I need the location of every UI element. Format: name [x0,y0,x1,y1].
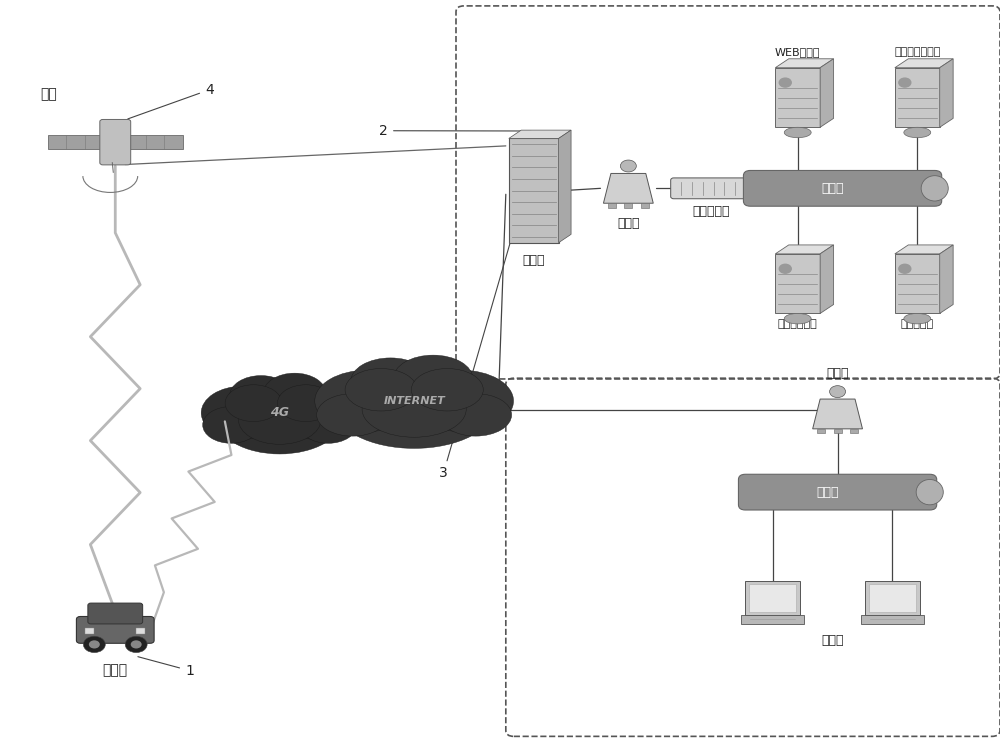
Ellipse shape [921,175,948,201]
Text: 3: 3 [439,198,523,480]
Ellipse shape [345,369,417,411]
Circle shape [620,160,636,172]
FancyBboxPatch shape [100,119,131,165]
Text: 路由器: 路由器 [826,368,849,380]
FancyBboxPatch shape [641,203,649,207]
FancyBboxPatch shape [509,139,559,242]
Ellipse shape [784,128,811,138]
Ellipse shape [300,407,357,443]
FancyBboxPatch shape [850,429,858,433]
Circle shape [131,640,142,648]
Text: 卫星: 卫星 [41,87,57,101]
Text: 局域网: 局域网 [816,486,839,498]
Ellipse shape [351,358,430,405]
Ellipse shape [277,385,334,421]
FancyBboxPatch shape [624,203,632,207]
Text: 局域网: 局域网 [821,182,844,195]
FancyBboxPatch shape [741,615,804,624]
FancyBboxPatch shape [865,581,920,615]
FancyBboxPatch shape [745,581,800,615]
Polygon shape [820,245,834,313]
FancyBboxPatch shape [869,583,916,612]
Ellipse shape [334,365,495,448]
Ellipse shape [263,373,326,414]
Polygon shape [775,245,834,254]
Polygon shape [940,59,953,128]
Circle shape [83,636,105,653]
Polygon shape [813,399,862,429]
FancyBboxPatch shape [128,136,183,149]
Text: 数据库服务器: 数据库服务器 [778,319,818,330]
Polygon shape [509,130,571,139]
Polygon shape [895,59,953,68]
FancyBboxPatch shape [48,136,103,149]
Ellipse shape [393,355,473,402]
Text: 4: 4 [128,83,214,119]
FancyBboxPatch shape [136,627,145,633]
FancyBboxPatch shape [608,203,616,207]
Polygon shape [603,173,653,203]
Ellipse shape [239,396,321,445]
Circle shape [125,636,147,653]
Polygon shape [559,130,571,242]
Circle shape [89,640,100,648]
Text: 车载端: 车载端 [103,663,128,677]
Ellipse shape [203,407,259,443]
Circle shape [899,264,911,273]
Text: 客户端: 客户端 [821,633,844,647]
FancyBboxPatch shape [76,616,154,643]
Circle shape [779,264,791,273]
FancyBboxPatch shape [88,603,143,624]
Text: WEB服务器: WEB服务器 [775,46,820,57]
Text: 4G: 4G [270,407,289,419]
FancyBboxPatch shape [671,178,751,198]
FancyBboxPatch shape [749,583,796,612]
Text: 防火墙: 防火墙 [522,254,545,267]
Ellipse shape [440,394,512,436]
Ellipse shape [409,370,514,432]
Circle shape [830,386,846,398]
FancyBboxPatch shape [895,254,940,313]
Ellipse shape [904,313,931,324]
Polygon shape [775,59,834,68]
Ellipse shape [411,369,483,411]
Ellipse shape [904,128,931,138]
Text: 通信服务器: 通信服务器 [901,319,934,330]
Circle shape [779,78,791,87]
Text: 路由器: 路由器 [617,216,640,230]
Text: INTERNET: INTERNET [383,396,445,406]
Polygon shape [895,245,953,254]
Text: 数据处理服务器: 数据处理服务器 [894,46,940,57]
Ellipse shape [225,385,282,421]
Ellipse shape [362,381,466,437]
FancyBboxPatch shape [85,627,94,633]
Ellipse shape [230,375,292,416]
Polygon shape [940,245,953,313]
Ellipse shape [216,381,343,454]
FancyBboxPatch shape [775,254,820,313]
FancyBboxPatch shape [895,68,940,128]
Ellipse shape [784,313,811,324]
Text: 2: 2 [379,124,531,138]
FancyBboxPatch shape [861,615,924,624]
Ellipse shape [916,480,943,505]
FancyBboxPatch shape [834,429,842,433]
Ellipse shape [201,386,283,439]
Ellipse shape [315,370,419,432]
Text: 负载均衡器: 负载均衡器 [692,204,730,218]
FancyBboxPatch shape [817,429,825,433]
Ellipse shape [317,394,389,436]
Text: 1: 1 [138,656,194,677]
Polygon shape [820,59,834,128]
Ellipse shape [276,386,358,439]
FancyBboxPatch shape [743,171,942,206]
FancyBboxPatch shape [775,68,820,128]
FancyBboxPatch shape [738,474,937,510]
Circle shape [899,78,911,87]
